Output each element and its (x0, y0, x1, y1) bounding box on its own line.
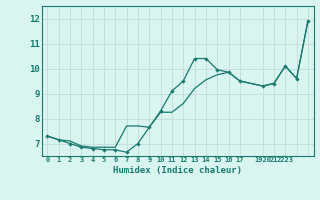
X-axis label: Humidex (Indice chaleur): Humidex (Indice chaleur) (113, 166, 242, 175)
